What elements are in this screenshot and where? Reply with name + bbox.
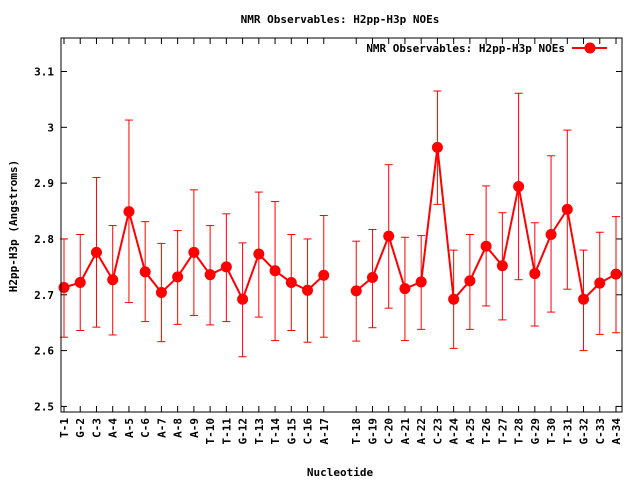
x-axis-label: Nucleotide (307, 466, 374, 479)
data-point (107, 274, 119, 286)
data-point (513, 180, 525, 192)
data-point (529, 268, 541, 280)
data-point (253, 248, 265, 260)
x-tick-label: G-32 (578, 418, 591, 445)
y-tick-label: 3 (47, 121, 54, 134)
legend-marker-sample (584, 42, 596, 54)
x-tick-label: T-14 (269, 418, 282, 445)
plot-area: 2.5 2.6 2.7 2.8 2.9 3 3.1 T-1 G-2 C-3 A-4 A-5 C-6 A-7… (34, 38, 623, 445)
data-point (155, 287, 167, 299)
y-tick-label: 2.5 (34, 400, 54, 413)
data-point (269, 265, 281, 277)
x-tick-label: G-15 (285, 418, 298, 445)
x-tick-label: A-25 (464, 418, 477, 445)
data-point (594, 277, 606, 289)
x-tick-label: G-12 (237, 418, 250, 445)
data-point (172, 271, 184, 283)
y-tick-label: 3.1 (34, 65, 54, 78)
legend: NMR Observables: H2pp-H3p NOEs (366, 42, 607, 55)
x-tick-label: A-21 (399, 418, 412, 445)
data-point (366, 271, 378, 283)
x-tick-label: A-22 (415, 418, 428, 445)
x-tick-label: T-1 (58, 418, 71, 438)
data-point (90, 246, 102, 258)
x-tick-label: C-3 (90, 418, 103, 438)
x-tick-label: T-26 (480, 418, 493, 445)
x-tick-label: T-10 (204, 418, 217, 445)
x-tick-label: T-30 (545, 418, 558, 445)
plot-border (60, 37, 623, 413)
data-point (480, 240, 492, 252)
x-tick-label: A-5 (123, 418, 136, 438)
x-tick-label: T-31 (561, 418, 574, 445)
x-tick-label: T-18 (350, 418, 363, 445)
data-point (302, 284, 314, 296)
x-tick-label: A-8 (172, 418, 185, 438)
x-tick-label: A-34 (610, 418, 623, 445)
data-point (448, 293, 460, 305)
data-point (561, 203, 573, 215)
x-tick-label: T-11 (220, 418, 233, 445)
x-tick-label: A-7 (155, 418, 168, 438)
data-point (431, 141, 443, 153)
x-tick-label: C-20 (383, 418, 396, 445)
x-tick-label: C-6 (139, 418, 152, 438)
x-tick-label: T-28 (513, 418, 526, 445)
data-point (188, 246, 200, 258)
data-point (464, 275, 476, 287)
x-tick-label: G-29 (529, 418, 542, 445)
data-point (350, 285, 362, 297)
data-point (415, 276, 427, 288)
x-tick-label: C-16 (302, 418, 315, 445)
chart-title: NMR Observables: H2pp-H3p NOEs (241, 13, 440, 26)
x-tick-label: C-23 (431, 418, 444, 445)
data-point (545, 228, 557, 240)
x-tick-label: C-33 (594, 418, 607, 445)
data-point (58, 282, 70, 294)
x-tick-label: T-27 (496, 418, 509, 445)
data-point (496, 260, 508, 272)
data-point (578, 293, 590, 305)
x-tick-label: A-9 (188, 418, 201, 438)
y-tick-label: 2.7 (34, 289, 54, 302)
data-point (318, 269, 330, 281)
x-tick-label: A-17 (318, 418, 331, 445)
y-tick-label: 2.9 (34, 177, 54, 190)
data-point (285, 276, 297, 288)
data-point (237, 293, 249, 305)
x-tick-label: G-2 (74, 418, 87, 438)
x-tick-label: G-19 (366, 418, 379, 445)
x-tick-label: A-4 (107, 418, 120, 438)
data-point (139, 266, 151, 278)
legend-entry-label: NMR Observables: H2pp-H3p NOEs (366, 42, 565, 55)
y-tick-label: 2.6 (34, 345, 54, 358)
data-point (123, 206, 135, 218)
data-point (74, 276, 86, 288)
x-tick-label: T-13 (253, 418, 266, 445)
y-tick-label: 2.8 (34, 233, 54, 246)
x-tick-label: A-24 (448, 418, 461, 445)
data-point (204, 269, 216, 281)
data-point (399, 283, 411, 295)
data-point (610, 268, 622, 280)
y-axis-label: H2pp-H3p (Angstroms) (7, 160, 20, 292)
data-point (383, 230, 395, 242)
data-point (220, 261, 232, 273)
